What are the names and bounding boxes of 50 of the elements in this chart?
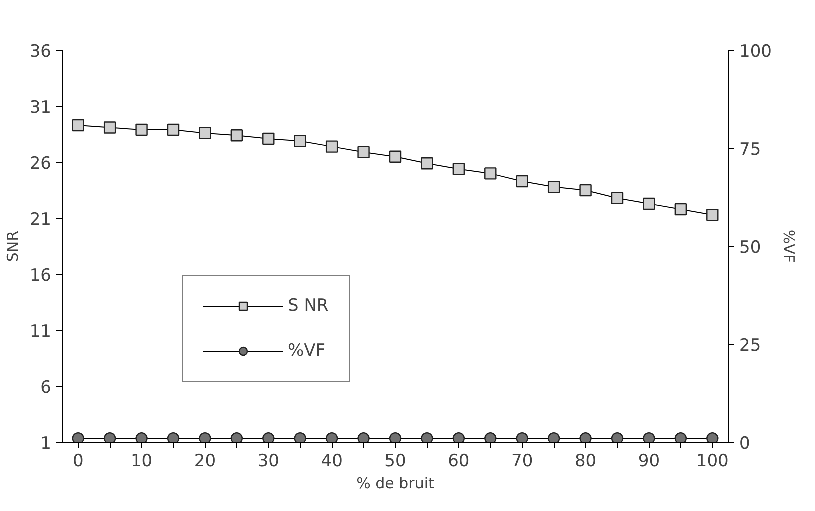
y-axis-title: SNR [4, 230, 22, 262]
y2-tick-label: 75 [740, 140, 762, 160]
y2-tick-label: 100 [740, 42, 772, 62]
point [643, 198, 656, 210]
y2-tick-label: 50 [740, 238, 762, 258]
point [516, 175, 528, 188]
point [580, 184, 592, 197]
y2-axis-title: %VF [780, 230, 798, 264]
x-tick-label: 70 [512, 452, 534, 472]
point [452, 163, 466, 176]
point [294, 135, 306, 148]
point [706, 209, 719, 222]
point [136, 124, 148, 136]
point [104, 122, 116, 134]
point [262, 132, 275, 146]
y-tick-label: 26 [30, 154, 52, 174]
point [326, 140, 338, 153]
y2-tick-label: 25 [740, 336, 762, 356]
x-tick-label: 100 [696, 452, 729, 472]
point [611, 192, 624, 204]
legend-label: %VF [288, 341, 326, 361]
x-tick-label: 30 [258, 452, 280, 472]
point [674, 203, 688, 216]
legend-label: S NR [288, 296, 329, 316]
point [548, 181, 560, 194]
x-tick-label: 60 [448, 452, 470, 472]
point [230, 130, 244, 142]
point [199, 127, 212, 140]
point [484, 168, 497, 180]
y-tick-label: 31 [30, 98, 52, 118]
x-tick-label: 80 [574, 452, 597, 472]
x-tick-label: 20 [194, 452, 216, 472]
x-tick-label: 0 [72, 452, 84, 472]
x-axis-title: % de bruit [356, 474, 435, 492]
point [72, 119, 84, 132]
y-tick-label: 6 [40, 378, 52, 398]
y-tick-label: 16 [30, 266, 52, 286]
y-tick-label: 36 [30, 42, 52, 62]
x-tick-label: 90 [638, 452, 660, 472]
y-tick-label: 21 [30, 210, 52, 230]
point [358, 146, 370, 159]
point [167, 124, 180, 136]
x-tick-label: 50 [384, 452, 406, 472]
y-tick-label: 1 [40, 434, 52, 454]
point [421, 158, 434, 170]
point [389, 150, 402, 163]
y-tick-label: 11 [30, 322, 52, 342]
x-tick-label: 40 [321, 452, 343, 472]
y2-tick-label: 0 [740, 434, 750, 454]
x-tick-label: 10 [130, 452, 153, 472]
